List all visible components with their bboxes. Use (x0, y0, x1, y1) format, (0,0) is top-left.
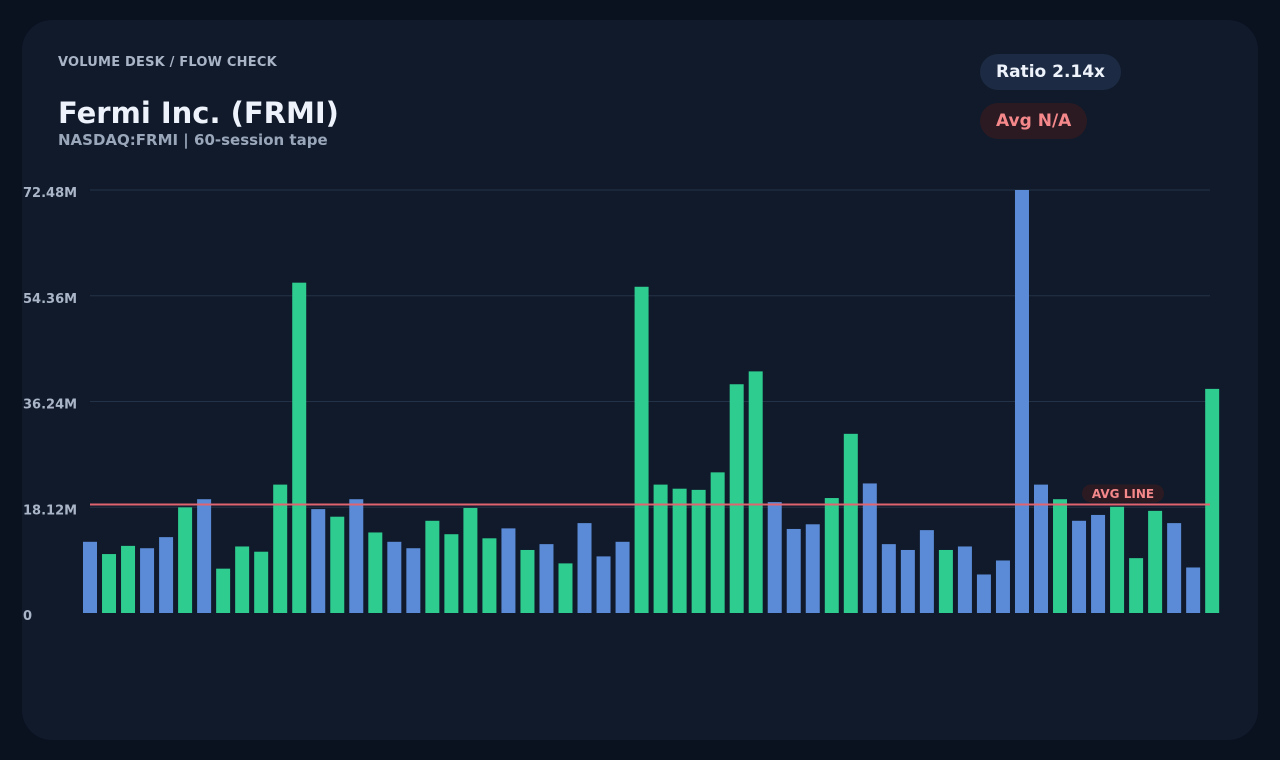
volume-bar (330, 516, 345, 613)
volume-bar (368, 532, 383, 613)
volume-bar (273, 484, 288, 613)
y-tick-label: 72.48M (23, 186, 77, 201)
bars (83, 190, 1220, 613)
volume-bar (691, 489, 706, 613)
volume-bar (520, 549, 535, 613)
volume-bar (1167, 523, 1182, 613)
volume-bar (406, 548, 421, 613)
volume-bar (292, 282, 307, 613)
volume-bar (748, 371, 763, 613)
volume-bar (653, 484, 668, 613)
volume-bar (558, 563, 573, 613)
volume-bar (976, 574, 991, 613)
volume-bar (729, 384, 744, 613)
ratio-badge: Ratio 2.14x (980, 54, 1122, 90)
grid-lines (90, 189, 1210, 508)
y-tick-label: 18.12M (23, 503, 77, 518)
volume-bar (1034, 484, 1048, 613)
volume-bar (843, 433, 858, 613)
volume-bar (102, 554, 117, 613)
avg-badge: Avg N/A (980, 103, 1088, 139)
volume-bar (254, 551, 269, 613)
volume-bar (197, 499, 212, 613)
volume-bar (767, 502, 782, 613)
volume-bar (140, 548, 155, 613)
volume-bar (881, 544, 896, 613)
page-title: Fermi Inc. (FRMI) (58, 96, 339, 130)
volume-bar (824, 498, 839, 613)
volume-bar (349, 499, 364, 613)
volume-bar (995, 560, 1010, 613)
avg-line-label: AVG LINE (1092, 487, 1154, 501)
y-tick-label: 54.36M (23, 292, 77, 307)
volume-bar (482, 538, 497, 613)
y-tick-label: 36.24M (23, 398, 77, 413)
volume-bar (1053, 499, 1068, 613)
volume-bar (444, 534, 459, 613)
volume-bar (1129, 558, 1144, 613)
volume-bar (615, 541, 630, 613)
volume-bar (311, 509, 326, 613)
volume-bar (919, 530, 934, 613)
volume-bar (938, 549, 953, 613)
volume-bar (1110, 506, 1125, 613)
volume-bar (710, 472, 725, 613)
volume-bar (387, 541, 402, 613)
y-axis-ticks: 0 18.12M 36.24M 54.36M 72.48M (23, 186, 77, 624)
y-tick-label: 0 (23, 609, 32, 624)
volume-bar (1091, 514, 1106, 613)
volume-bar (83, 541, 97, 613)
volume-bar (121, 545, 136, 613)
page-subtitle: NASDAQ:FRMI | 60-session tape (58, 131, 328, 149)
volume-bar (216, 568, 231, 613)
volume-bar (862, 483, 877, 613)
avg-line-label-bg (1082, 484, 1164, 503)
volume-bar (463, 507, 478, 613)
breadcrumb: VOLUME DESK / FLOW CHECK (58, 55, 277, 70)
volume-bar (577, 523, 592, 613)
volume-bar (1014, 190, 1029, 613)
volume-bar (1072, 520, 1087, 613)
volume-bar (900, 549, 915, 613)
volume-bar (235, 546, 250, 613)
volume-bar (1186, 567, 1201, 613)
volume-bar (634, 286, 649, 613)
volume-bar (178, 507, 193, 613)
volume-bar (957, 546, 972, 613)
volume-bar (539, 544, 554, 613)
volume-bar (1205, 388, 1220, 613)
volume-bar (786, 528, 801, 613)
volume-bar (1148, 510, 1163, 613)
volume-bar (805, 524, 820, 613)
volume-bar (596, 556, 611, 613)
volume-bar (672, 488, 687, 613)
volume-bar (501, 528, 516, 613)
volume-bar (159, 537, 174, 613)
average-line-group: AVG LINE (90, 484, 1210, 506)
volume-bar (425, 520, 440, 613)
